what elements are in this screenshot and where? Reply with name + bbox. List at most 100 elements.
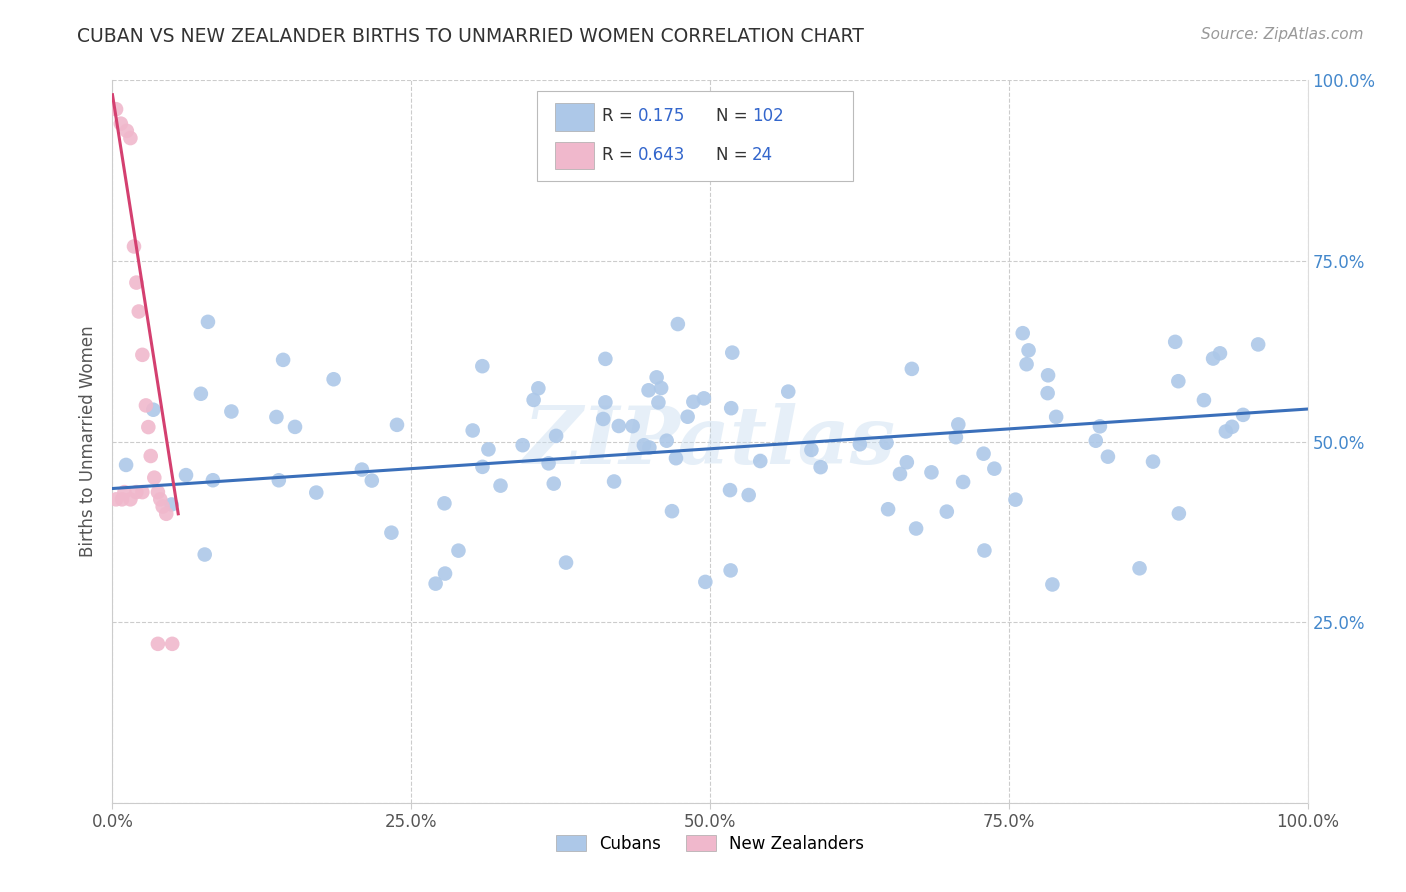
- Point: [693, 392, 716, 406]
- Point: [661, 504, 683, 518]
- FancyBboxPatch shape: [554, 103, 595, 131]
- Point: [115, 458, 138, 472]
- Point: [1004, 492, 1026, 507]
- Point: [271, 352, 294, 367]
- Point: [461, 424, 484, 438]
- Point: [1088, 419, 1111, 434]
- Point: [197, 315, 219, 329]
- Point: [160, 498, 183, 512]
- Point: [778, 384, 800, 399]
- Point: [737, 488, 759, 502]
- Point: [190, 386, 212, 401]
- Text: N =: N =: [716, 145, 748, 164]
- Point: [666, 317, 689, 331]
- Point: [110, 117, 132, 131]
- Y-axis label: Births to Unmarried Women: Births to Unmarried Women: [79, 326, 97, 558]
- Point: [155, 507, 177, 521]
- Point: [645, 370, 668, 384]
- Point: [146, 637, 169, 651]
- Point: [471, 459, 494, 474]
- FancyBboxPatch shape: [554, 142, 595, 169]
- Point: [131, 485, 153, 500]
- Point: [1220, 419, 1243, 434]
- Point: [125, 276, 148, 290]
- Point: [350, 462, 373, 476]
- Point: [973, 447, 995, 461]
- Point: [749, 454, 772, 468]
- Point: [935, 505, 957, 519]
- Text: 0.643: 0.643: [638, 145, 686, 164]
- Point: [920, 466, 942, 480]
- Point: [174, 468, 197, 483]
- Point: [905, 522, 928, 536]
- Point: [380, 525, 402, 540]
- Point: [1209, 346, 1232, 360]
- Point: [1040, 577, 1063, 591]
- Point: [896, 455, 918, 469]
- Point: [162, 637, 183, 651]
- Point: [720, 401, 742, 416]
- Point: [477, 442, 499, 457]
- Point: [1167, 507, 1189, 521]
- Point: [385, 417, 408, 432]
- Point: [1164, 334, 1187, 349]
- Point: [471, 359, 494, 374]
- Text: CUBAN VS NEW ZEALANDER BIRTHS TO UNMARRIED WOMEN CORRELATION CHART: CUBAN VS NEW ZEALANDER BIRTHS TO UNMARRI…: [77, 27, 865, 45]
- Point: [849, 437, 872, 451]
- Point: [1018, 343, 1040, 358]
- Text: N =: N =: [716, 107, 748, 126]
- Point: [152, 500, 174, 514]
- Point: [695, 574, 717, 589]
- Point: [637, 384, 659, 398]
- Point: [595, 395, 617, 409]
- Text: 24: 24: [752, 145, 773, 164]
- Point: [1215, 425, 1237, 439]
- Point: [105, 492, 128, 507]
- Text: R =: R =: [603, 107, 633, 126]
- Point: [433, 496, 456, 510]
- Text: Source: ZipAtlas.com: Source: ZipAtlas.com: [1201, 27, 1364, 42]
- Point: [512, 438, 534, 452]
- Point: [221, 404, 243, 418]
- Point: [138, 420, 160, 434]
- Point: [434, 566, 457, 581]
- Point: [555, 556, 578, 570]
- Point: [1036, 386, 1059, 401]
- Point: [877, 502, 900, 516]
- Point: [115, 124, 138, 138]
- Point: [810, 460, 832, 475]
- Point: [1036, 368, 1059, 383]
- Point: [149, 492, 172, 507]
- Point: [718, 483, 741, 497]
- Point: [973, 543, 995, 558]
- Point: [655, 434, 678, 448]
- Point: [948, 417, 970, 432]
- Point: [665, 451, 688, 466]
- Point: [901, 362, 924, 376]
- Point: [1202, 351, 1225, 366]
- Point: [284, 420, 307, 434]
- Point: [592, 412, 614, 426]
- Point: [322, 372, 344, 386]
- Point: [139, 449, 162, 463]
- Point: [1128, 561, 1150, 575]
- Point: [142, 402, 165, 417]
- Point: [607, 419, 630, 434]
- Point: [128, 304, 150, 318]
- Point: [360, 474, 382, 488]
- Point: [425, 576, 447, 591]
- Legend: Cubans, New Zealanders: Cubans, New Zealanders: [550, 828, 870, 860]
- Point: [131, 348, 153, 362]
- Point: [120, 492, 142, 507]
- Point: [647, 395, 669, 409]
- Point: [194, 548, 217, 562]
- Point: [266, 409, 288, 424]
- Point: [983, 461, 1005, 475]
- Point: [523, 392, 546, 407]
- Point: [105, 102, 128, 116]
- Point: [267, 473, 290, 487]
- Point: [595, 351, 617, 366]
- Point: [945, 430, 967, 444]
- Point: [146, 485, 169, 500]
- Point: [546, 429, 568, 443]
